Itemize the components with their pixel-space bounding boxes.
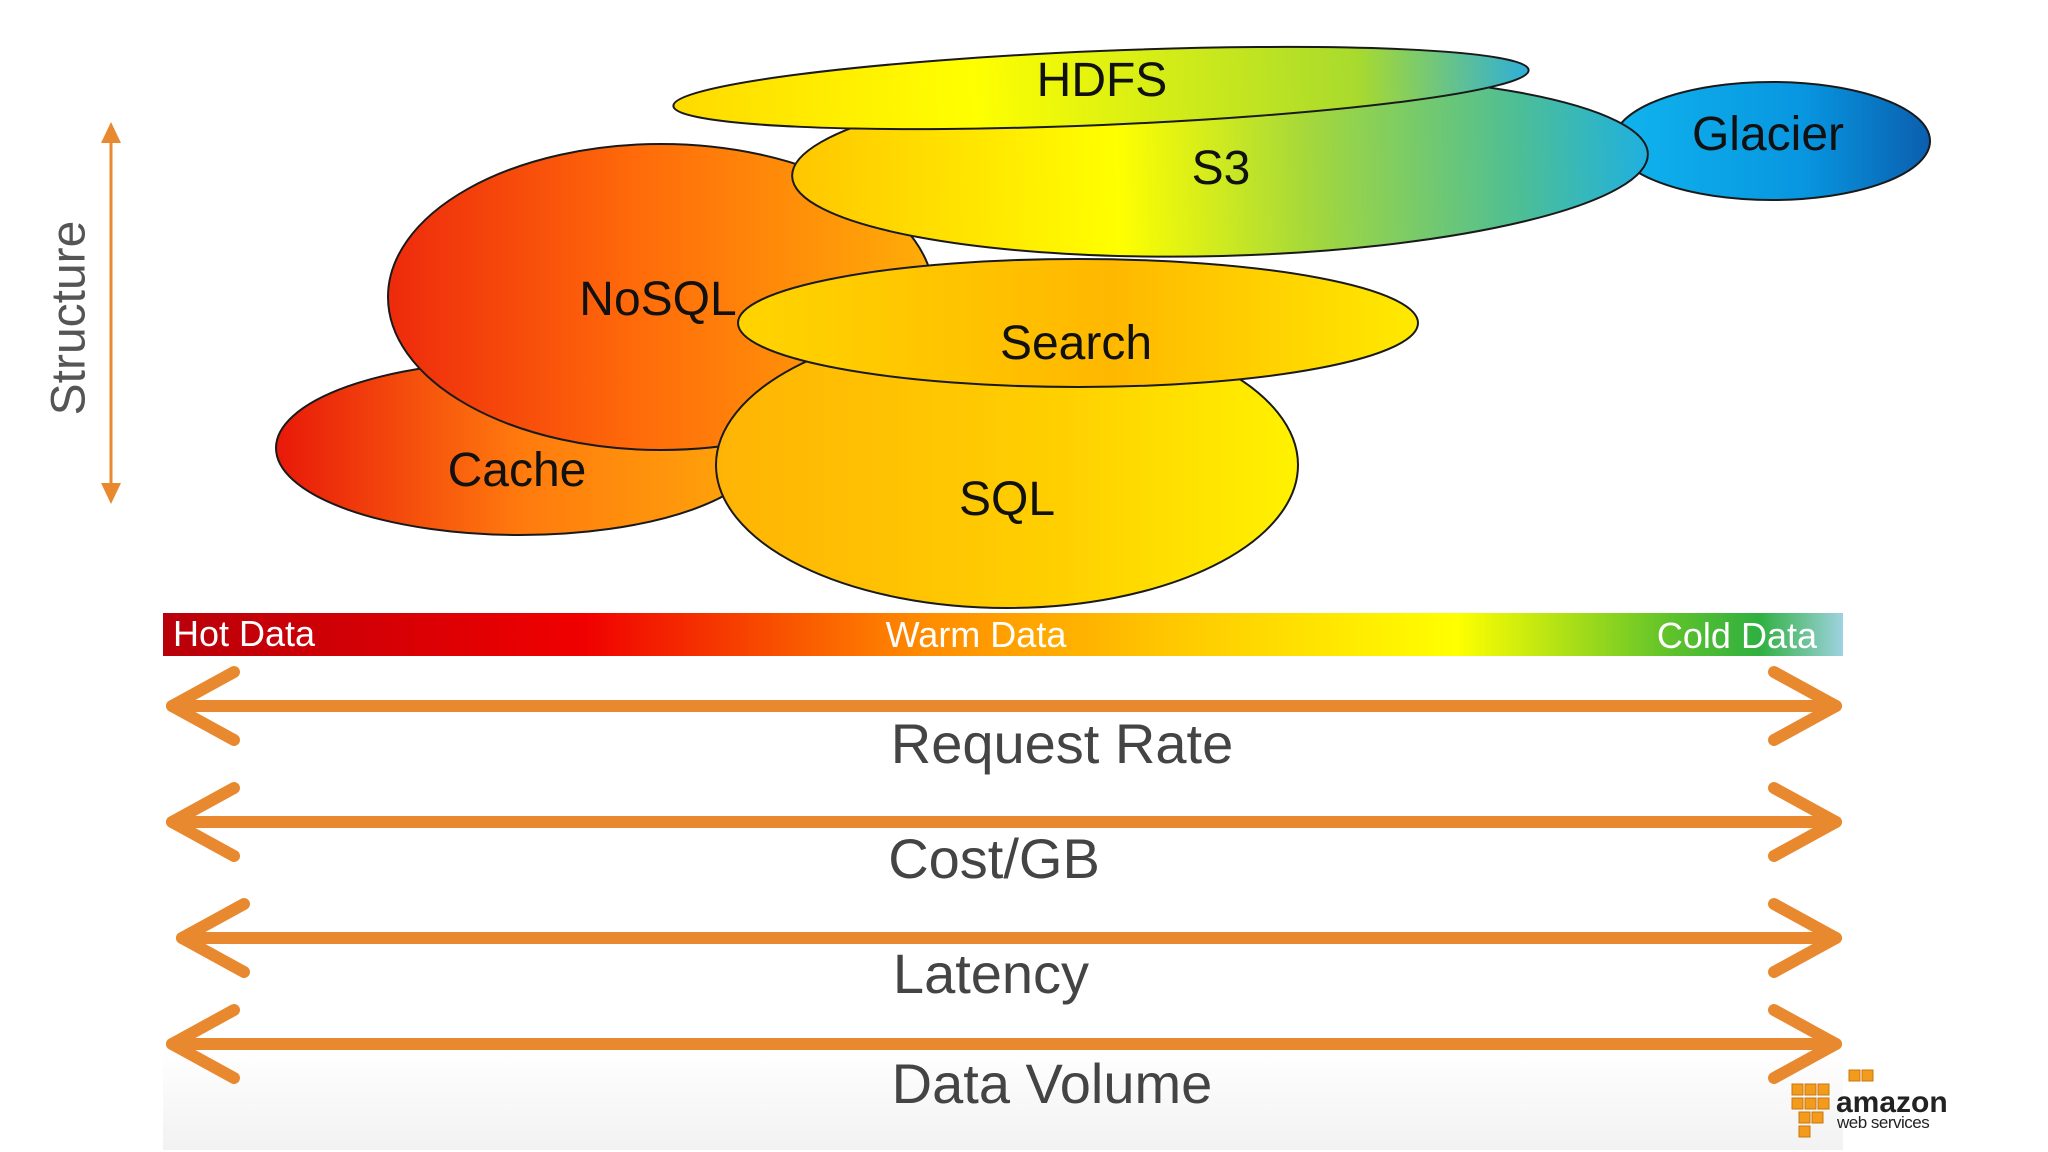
temperature-gradient [163,613,1843,656]
request-rate-label: Request Rate [891,712,1233,775]
s3-label: S3 [1192,142,1251,195]
request-rate-dimension: Request Rate [166,666,1842,775]
floor-shading [163,1050,1843,1150]
hdfs-ellipse [672,45,1530,131]
search-store [737,258,1419,388]
temperature-bar: Hot Data Warm Data Cold Data [163,613,1843,656]
structure-arrow-head-up [101,122,121,143]
cost-per-gb-dimension: Cost/GB [166,782,1842,890]
aws-logo-sub: web services [1836,1113,1929,1132]
aws-cubes-icon [1791,1069,1874,1138]
data-volume-dimension: Data Volume [166,1004,1842,1115]
cost-per-gb-label: Cost/GB [888,827,1100,890]
cost-per-gb-arrow [166,782,1842,862]
request-rate-arrow [166,666,1842,746]
glacier-label: Glacier [1692,108,1844,161]
aws-logo: amazon web services [1791,1069,1948,1138]
sql-label: SQL [959,473,1055,526]
aws-logo-brand: amazon [1836,1086,1948,1119]
structure-label: Structure [43,221,96,416]
nosql-label: NoSQL [579,273,736,326]
hot-data-label: Hot Data [173,613,316,654]
cache-label: Cache [448,444,587,497]
hdfs-label: HDFS [1037,54,1168,107]
search-ellipse [737,258,1419,388]
latency-label: Latency [893,942,1089,1005]
latency-dimension: Latency [176,898,1842,1005]
structure-arrow-head-down [101,483,121,504]
structure-axis: Structure [43,122,121,504]
cold-data-label: Cold Data [1657,615,1818,656]
search-label: Search [1000,317,1152,370]
data-volume-label: Data Volume [892,1052,1213,1115]
hdfs-store [672,45,1530,131]
data-volume-arrow [166,1004,1842,1084]
latency-arrow [176,898,1842,978]
warm-data-label: Warm Data [886,614,1068,655]
